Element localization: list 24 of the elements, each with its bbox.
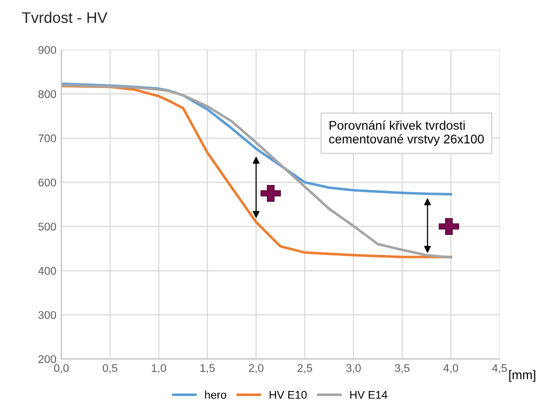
x-tick-label: 3,5 [394,364,410,374]
x-tick-label: 1,0 [152,364,166,374]
y-tick-label: 200 [38,355,56,364]
y-tick-label: 700 [38,134,56,142]
y-tick-label: 300 [38,311,56,319]
y-tick-label: 800 [38,90,56,98]
x-tick-label: 2,0 [248,364,264,374]
x-tick-label: 0,0 [54,364,69,374]
x-tick-label: 3,0 [346,364,361,374]
annotation: Porovnání křivek tvrdosti cementované vrstvy 26x100 [329,120,484,146]
legend-label: HV E10 [270,390,307,399]
legend-label: HV E14 [350,391,388,399]
y-tick-label: 500 [38,222,56,231]
y-tick-label: 900 [38,46,56,54]
x-tick-label: 4,5 [492,364,507,374]
x-tick-label: 0,5 [102,364,118,374]
y-tick-label: 600 [38,178,56,186]
x-tick-label: 2,5 [298,364,312,374]
chart-title: Tvrdost - HV [22,12,108,23]
x-tick-label: 4,0 [443,364,458,374]
y-tick-label: 400 [38,266,56,275]
legend-label: hero [205,390,226,399]
x-axis-title: [mm] [509,370,536,382]
x-tick-label: 1,5 [200,364,215,374]
